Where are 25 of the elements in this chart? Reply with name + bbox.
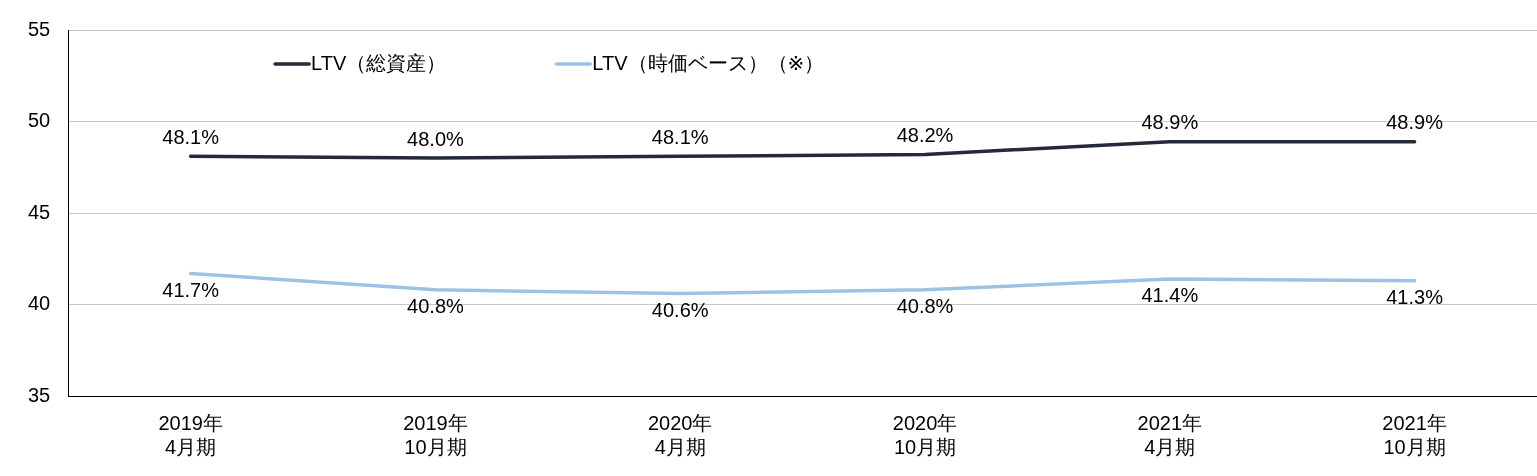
data-label: 40.8% [896,295,954,318]
x-tick-label: 2021年 4月期 [1137,411,1203,458]
y-tick-label: 45 [28,200,51,223]
x-tick-label: 2021年 10月期 [1382,411,1447,458]
data-label: 48.0% [407,127,464,150]
y-tick-label: 35 [28,383,51,406]
y-tick-label: 55 [28,17,51,40]
data-label: 48.9% [1386,111,1444,134]
legend-label: LTV（総資産） [311,51,447,74]
data-label: 48.2% [896,123,954,146]
legend-label: LTV（時価ベース）（※） [592,51,825,74]
data-label: 48.1% [651,125,709,148]
y-tick-label: 50 [28,109,51,132]
x-tick-label: 2019年 4月期 [158,411,223,458]
x-tick-label: 2019年 10月期 [403,411,468,458]
y-tick-label: 40 [28,292,51,315]
x-tick-label: 2020年 10月期 [892,411,958,458]
data-label: 40.6% [651,299,709,322]
x-tick-label: 2020年 4月期 [647,411,713,458]
data-label: 40.8% [407,295,464,318]
data-label: 41.4% [1141,284,1199,307]
data-label: 41.3% [1386,286,1444,309]
data-label: 48.9% [1141,111,1199,134]
data-label: 41.7% [162,278,220,301]
data-label: 48.1% [162,125,220,148]
